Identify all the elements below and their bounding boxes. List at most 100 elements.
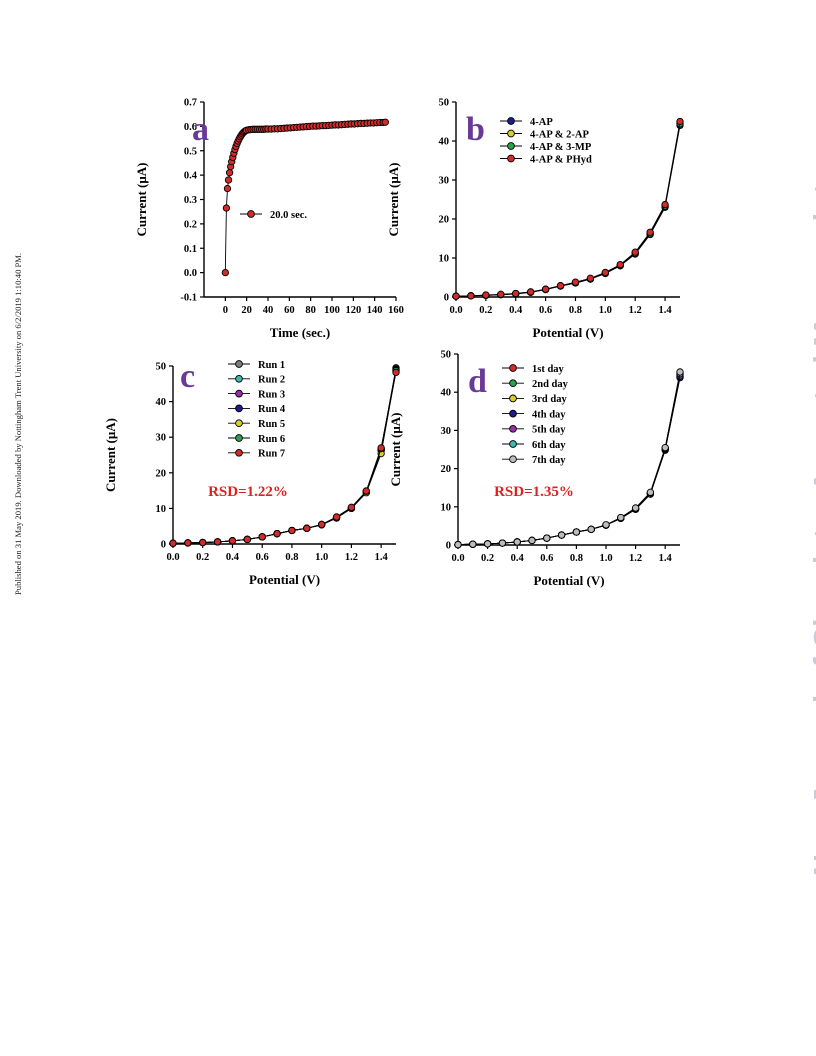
- x-tick-label: 0.8: [285, 552, 298, 563]
- x-tick-label: 1.4: [659, 553, 673, 564]
- y-tick-label: 0.4: [184, 171, 198, 182]
- data-point: [482, 291, 490, 299]
- legend-entry: 20.0 sec.: [240, 210, 307, 221]
- x-axis-label: Time (sec.): [270, 325, 330, 340]
- legend-entry: Run 6: [228, 434, 285, 445]
- y-tick-label: 0.6: [184, 122, 197, 133]
- legend-entry: 4th day: [502, 409, 566, 420]
- data-point: [528, 536, 536, 545]
- legend-marker: [235, 360, 243, 368]
- y-tick-label: 40: [441, 388, 452, 399]
- x-axis-label: Potential (V): [532, 325, 603, 340]
- legend-label: 7th day: [532, 455, 566, 466]
- data-point: [543, 534, 551, 542]
- legend-entry: 5th day: [502, 425, 566, 436]
- series-line: [172, 372, 397, 544]
- y-axis-label: Current (μA): [386, 163, 401, 237]
- data-point: [527, 288, 535, 296]
- x-tick-label: 1.2: [345, 552, 358, 563]
- y-tick-label: 0.7: [184, 98, 197, 109]
- x-tick-label: 0.0: [451, 553, 464, 564]
- data-point: [617, 513, 625, 522]
- legend-entry: 4-AP & 3-MP: [500, 142, 592, 153]
- data-point: [601, 268, 609, 277]
- x-tick-label: 0.8: [570, 553, 583, 564]
- y-tick-label: 0: [161, 540, 166, 551]
- data-point: [303, 524, 311, 532]
- data-point: [676, 368, 684, 376]
- legend-entry: 3rd day: [502, 394, 567, 405]
- data-point: [631, 248, 639, 256]
- data-point: [288, 526, 296, 535]
- x-tick-label: 0.4: [509, 305, 523, 316]
- y-tick-label: 20: [439, 215, 450, 226]
- data-point: [467, 292, 475, 300]
- series-line: [457, 377, 681, 546]
- legend-marker: [507, 117, 515, 125]
- legend-marker: [509, 379, 517, 388]
- data-point: [587, 525, 595, 533]
- series-line: [457, 376, 681, 546]
- legend-marker: [235, 434, 243, 442]
- y-tick-label: 0: [446, 541, 451, 552]
- x-tick-label: 120: [345, 305, 361, 316]
- series-line: [224, 121, 386, 273]
- x-tick-label: 1.0: [315, 552, 328, 563]
- legend-marker: [509, 424, 517, 433]
- series-line: [457, 373, 681, 546]
- data-point: [483, 540, 492, 548]
- series-7th-day: [454, 368, 684, 549]
- data-point: [646, 488, 655, 496]
- series-line: [457, 371, 681, 546]
- legend-entry: 7th day: [502, 455, 566, 466]
- x-tick-label: 0.4: [226, 552, 240, 563]
- data-point: [381, 118, 389, 126]
- x-tick-label: 0.2: [479, 305, 492, 316]
- legend-entry: 2nd day: [502, 379, 569, 390]
- legend-label: Run 7: [258, 449, 285, 460]
- y-tick-label: 40: [156, 397, 167, 408]
- legend-label: 3rd day: [532, 394, 567, 405]
- legend-entry: 4-AP: [500, 117, 553, 128]
- x-tick-label: 1.4: [659, 305, 673, 316]
- legend-entry: Run 7: [228, 449, 285, 460]
- data-point: [392, 368, 400, 377]
- x-tick-label: 0.2: [196, 552, 209, 563]
- y-axis-label: Current (μA): [388, 413, 403, 487]
- x-tick-label: 1.2: [629, 553, 642, 564]
- y-tick-label: 10: [439, 254, 450, 265]
- y-tick-label: -0.1: [180, 293, 197, 304]
- legend-marker: [509, 409, 517, 418]
- y-tick-label: 20: [441, 464, 452, 475]
- legend-marker: [235, 448, 243, 457]
- data-point: [377, 444, 385, 452]
- data-point: [228, 537, 237, 545]
- data-point: [362, 487, 370, 495]
- series-3rd-day: [454, 369, 684, 549]
- series-20-0-sec-: [221, 118, 389, 277]
- data-point: [332, 513, 341, 521]
- legend-entry: Run 1: [228, 360, 285, 371]
- series-5th-day: [454, 372, 684, 549]
- x-tick-label: 1.4: [375, 552, 389, 563]
- series-line: [455, 121, 681, 297]
- legend-label: Run 3: [258, 389, 285, 400]
- x-tick-label: 100: [324, 305, 340, 316]
- legend-label: Run 1: [258, 360, 285, 371]
- x-tick-label: 1.0: [599, 553, 612, 564]
- x-tick-label: 0.6: [539, 305, 552, 316]
- x-tick-label: 20: [241, 305, 252, 316]
- legend-marker: [509, 394, 517, 403]
- y-tick-label: 40: [439, 137, 450, 148]
- legend-label: 2nd day: [532, 379, 569, 390]
- data-point: [541, 285, 550, 293]
- x-tick-label: 60: [284, 305, 295, 316]
- data-point: [571, 278, 580, 286]
- series-1st-day: [454, 373, 684, 549]
- y-tick-label: 0.1: [184, 244, 197, 255]
- x-tick-label: 1.0: [599, 305, 612, 316]
- data-point: [454, 540, 462, 549]
- series-4th-day: [454, 374, 684, 549]
- y-tick-label: 0.5: [184, 146, 197, 157]
- panel-letter: c: [180, 358, 195, 395]
